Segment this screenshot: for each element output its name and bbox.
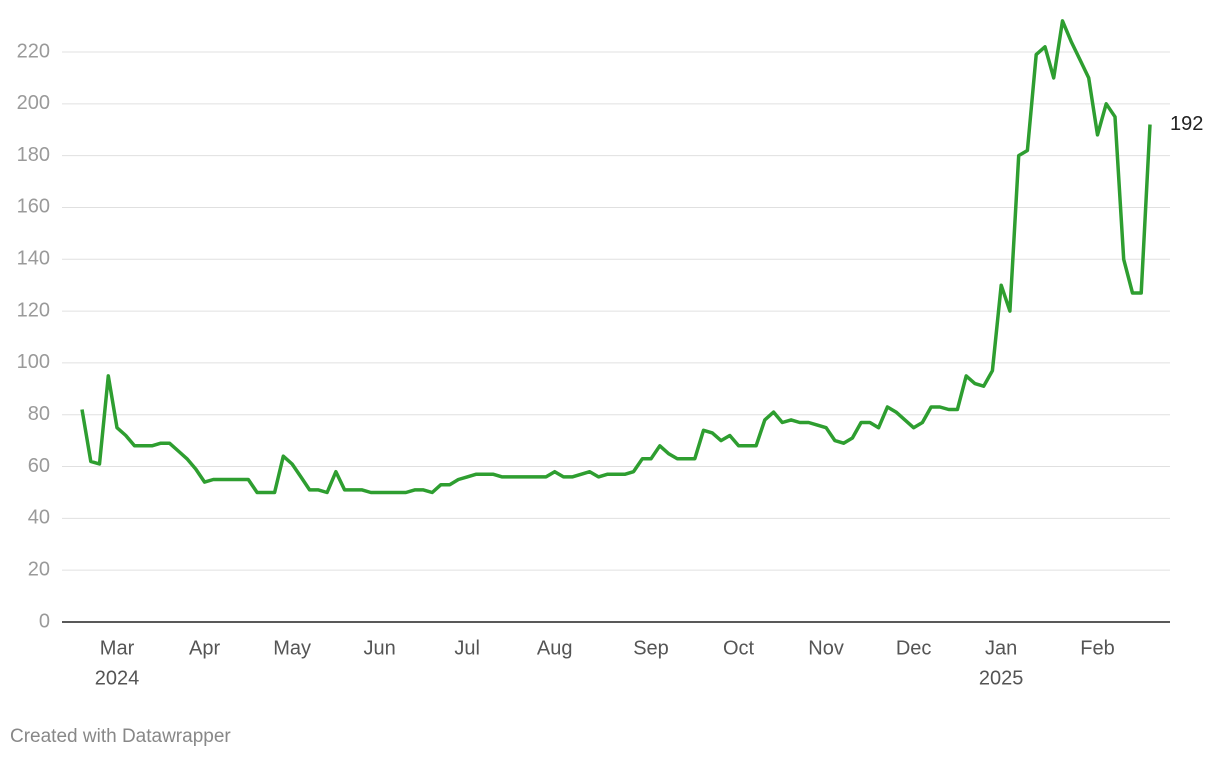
end-label: 192: [1170, 113, 1203, 135]
line: [80, 19, 1152, 495]
y-tick-label: 220: [17, 40, 50, 62]
y-tick-label: 180: [17, 144, 50, 166]
x-tick-label: Aug: [537, 637, 573, 659]
x-tick-label: Apr: [189, 637, 220, 659]
y-tick-label: 80: [28, 403, 50, 425]
x-tick-label: Feb: [1080, 637, 1114, 659]
x-tick-label: Nov: [808, 637, 844, 659]
x-tick-label: Jan: [985, 637, 1017, 659]
x-tick-label: Oct: [723, 637, 755, 659]
y-tick-label: 20: [28, 558, 50, 580]
y-tick-label: 0: [39, 610, 50, 632]
x-tick-label: Jul: [454, 637, 480, 659]
x-tick-label: May: [273, 637, 311, 659]
source: Created with Datawrapper: [10, 726, 231, 747]
x-tick-year: 2024: [95, 667, 140, 689]
y-tick-label: 120: [17, 299, 50, 321]
y-tick-label: 40: [28, 507, 50, 529]
x-tick-label: Sep: [633, 637, 669, 659]
y-tick-label: 60: [28, 455, 50, 477]
x-tick-year: 2025: [979, 667, 1024, 689]
y-tick-label: 140: [17, 248, 50, 270]
y-tick-label: 160: [17, 196, 50, 218]
x-tick-label: Mar: [100, 637, 135, 659]
y-tick-label: 200: [17, 92, 50, 114]
y-tick-label: 100: [17, 351, 50, 373]
x-tick-label: Jun: [364, 637, 396, 659]
x-tick-label: Dec: [896, 637, 932, 659]
